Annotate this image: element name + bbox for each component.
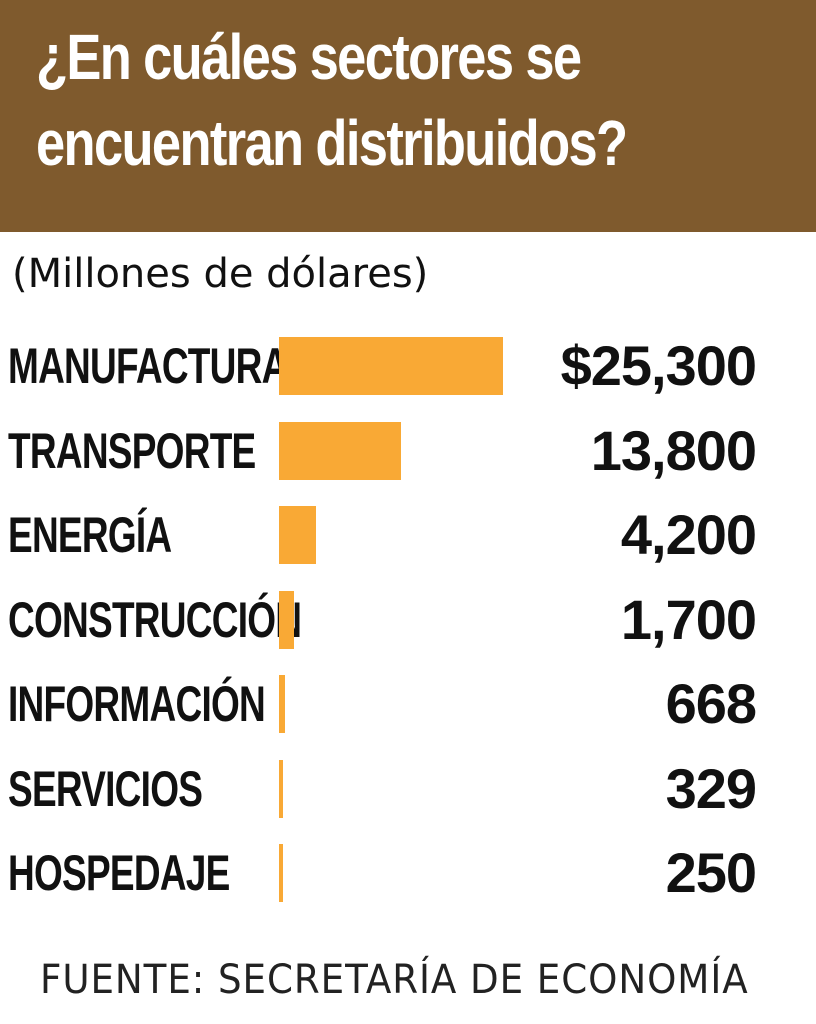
category-label: MANUFACTURA <box>8 338 288 394</box>
category-label: INFORMACIÓN <box>8 676 266 732</box>
category-label: TRANSPORTE <box>8 422 256 479</box>
value-label: 13,800 <box>590 418 757 482</box>
category-label: ENERGÍA <box>8 507 172 563</box>
chart-title-line-2: encuentran distribuidos? <box>36 107 628 179</box>
value-label: $25,300 <box>560 334 757 397</box>
bar <box>279 675 285 733</box>
bar <box>279 844 283 902</box>
category-label: SERVICIOS <box>8 760 203 817</box>
chart-title-line-1: ¿En cuáles sectores se <box>36 21 582 93</box>
title-banner: ¿En cuáles sectores se encuentran distri… <box>0 0 816 232</box>
bar <box>279 421 402 480</box>
value-label: 1,700 <box>620 587 757 651</box>
bar-chart: MANUFACTURA $25,300 TRANSPORTE 13,800 ENERGÍ… <box>0 320 816 920</box>
bar-row: TRANSPORTE 13,800 <box>0 418 816 482</box>
bar-row: INFORMACIÓN 668 <box>0 673 816 735</box>
bar-row: SERVICIOS 329 <box>0 756 816 820</box>
bar-row: MANUFACTURA $25,300 <box>0 335 816 397</box>
bar <box>279 759 283 818</box>
bar-row: CONSTRUCCIÓN 1,700 <box>0 587 816 651</box>
value-label: 4,200 <box>620 503 757 566</box>
chart-subtitle: (Millones de dólares) <box>12 251 429 297</box>
bar <box>279 337 503 395</box>
bar <box>279 590 295 649</box>
value-label: 668 <box>665 672 757 735</box>
bar-row: HOSPEDAJE 250 <box>0 842 816 904</box>
chart-title: ¿En cuáles sectores se encuentran distri… <box>36 14 659 186</box>
category-label: CONSTRUCCIÓN <box>8 591 302 648</box>
bar <box>279 506 317 564</box>
category-label: HOSPEDAJE <box>8 845 230 901</box>
source-note: FUENTE: SECRETARÍA DE ECONOMÍA <box>40 957 749 1003</box>
value-label: 329 <box>665 756 757 820</box>
bar-row: ENERGÍA 4,200 <box>0 504 816 566</box>
value-label: 250 <box>665 841 757 904</box>
